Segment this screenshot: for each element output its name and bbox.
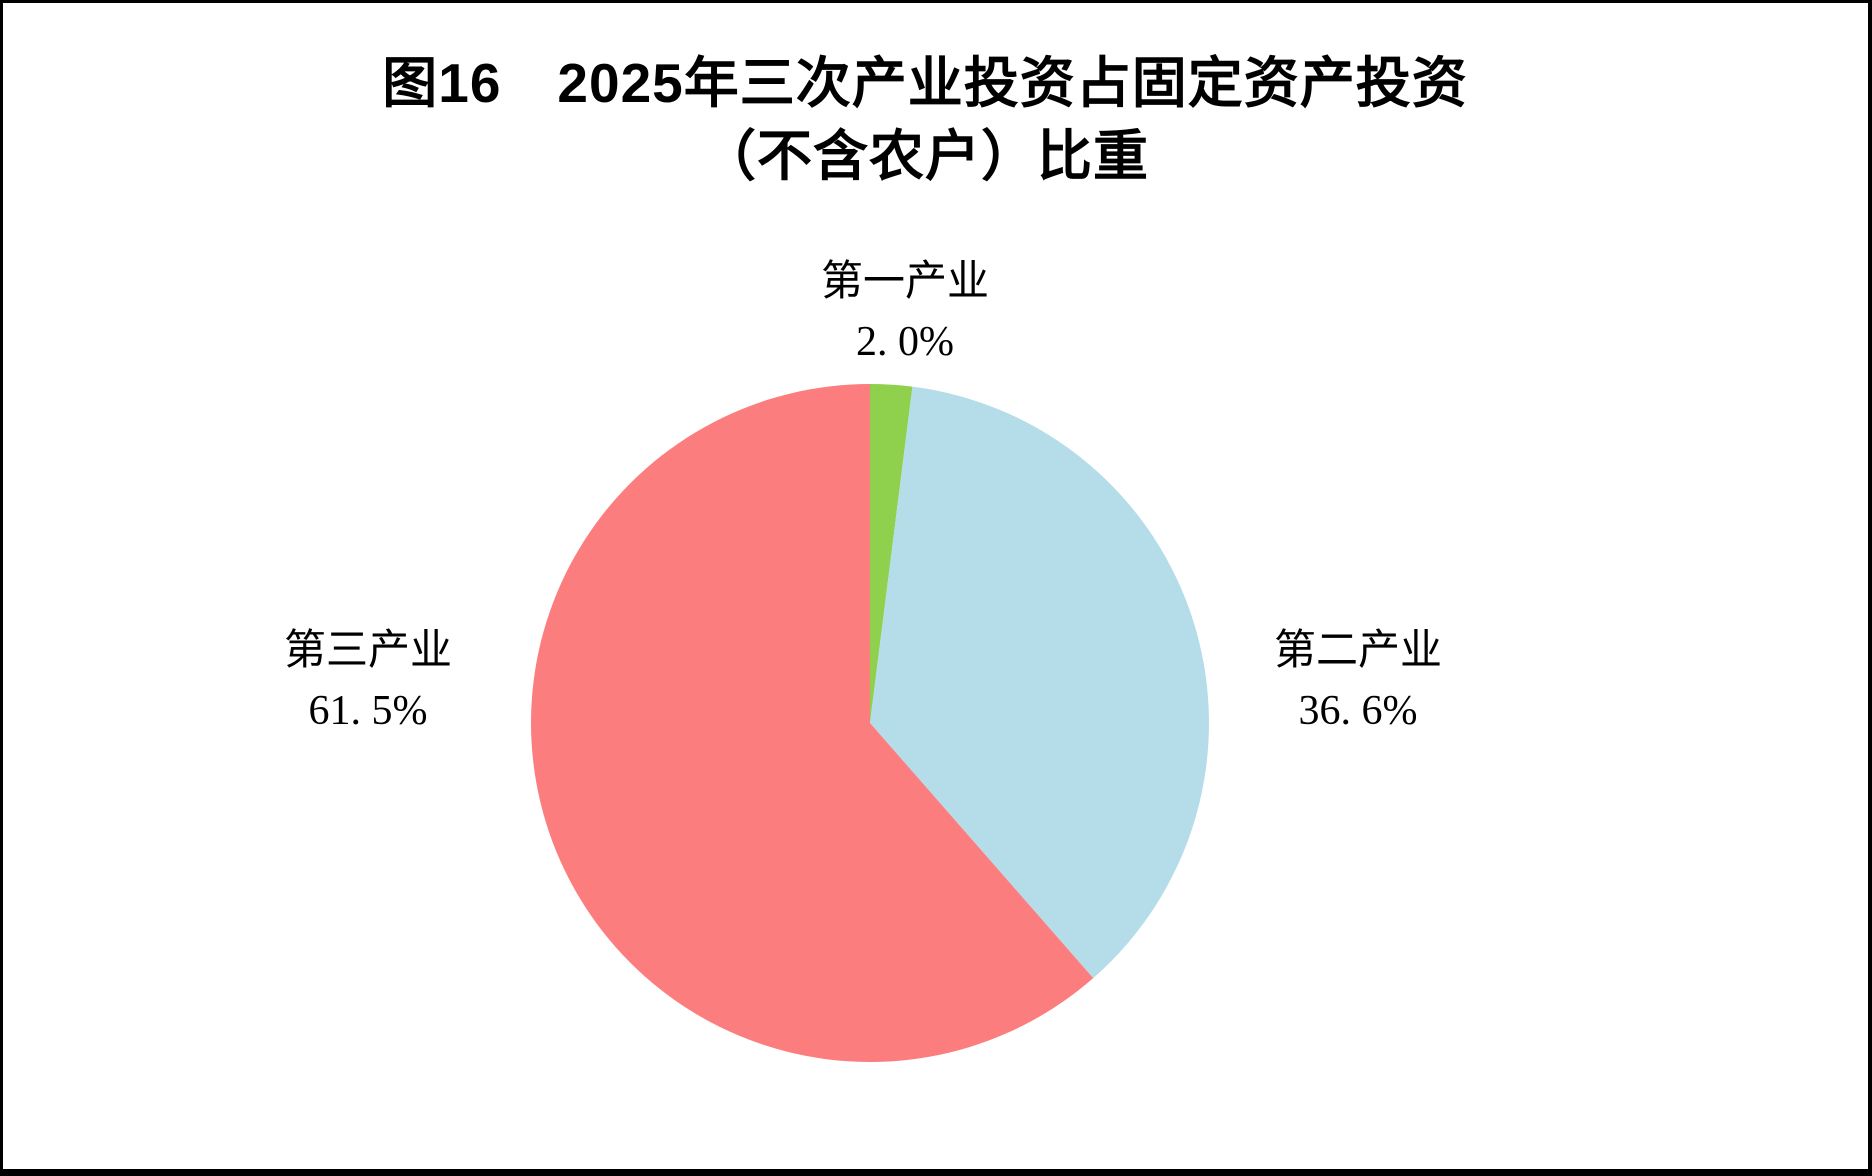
pie-slice-1 [870,384,913,723]
slice-name: 第一产业 [820,259,989,305]
slice-label-tertiary-industry: 第三产业 61. 5% [168,621,568,741]
pie-slice-3 [530,384,1094,1062]
slice-percent: 36. 6% [1298,688,1418,734]
slice-percent: 2. 0% [856,319,954,365]
slice-name: 第二产业 [1273,628,1442,674]
pie-slice-2 [870,386,1209,979]
slice-label-primary-industry: 第一产业 2. 0% [705,252,1105,372]
chart-title: 图16 2025年三次产业投资占固定资产投资 （不含农户）比重 [0,47,1850,193]
slice-name: 第三产业 [283,628,452,674]
chart-title-line-2: （不含农户）比重 [700,125,1149,187]
chart-title-line-1: 图16 2025年三次产业投资占固定资产投资 [382,52,1468,114]
pie-chart [530,384,1209,1062]
slice-label-secondary-industry: 第二产业 36. 6% [1158,621,1558,741]
pie-svg [530,384,1209,1062]
slice-percent: 61. 5% [308,688,428,734]
